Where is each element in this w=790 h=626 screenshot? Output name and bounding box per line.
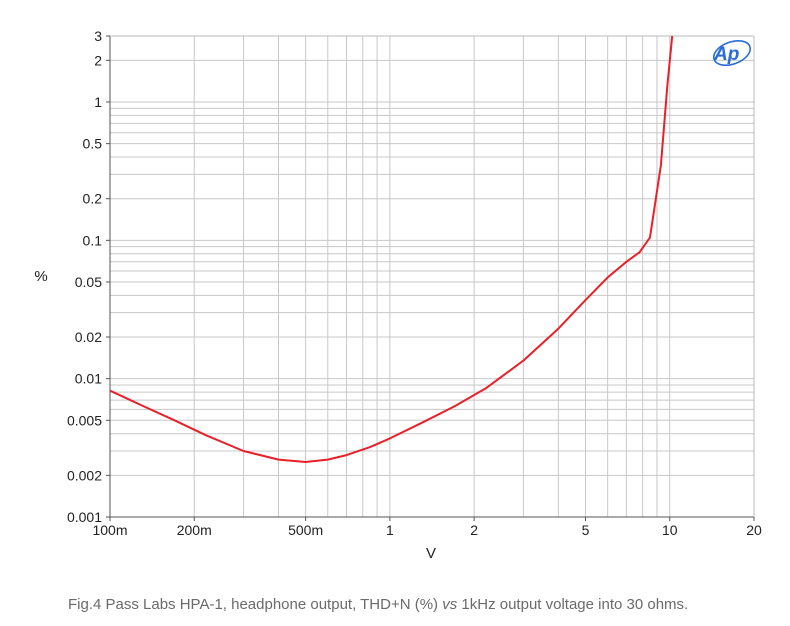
x-tick-label: 100m <box>92 522 127 538</box>
y-tick-label: 0.5 <box>83 136 103 152</box>
x-tick-label: 5 <box>582 522 590 538</box>
tick-labels: 0.001 0.002 0.005 0.01 0.02 0.05 0.1 0.2 0.5 1 2 3 1… <box>34 28 762 562</box>
y-tick-label: 0.001 <box>67 509 102 525</box>
y-tick-label: 2 <box>94 52 102 68</box>
y-tick-label: 0.005 <box>67 412 102 428</box>
x-tick-label: 10 <box>662 522 678 538</box>
y-axis-title: % <box>34 268 47 285</box>
x-tick-label: 500m <box>288 522 323 538</box>
chart-svg: 0.001 0.002 0.005 0.01 0.02 0.05 0.1 0.2 0.5 1 2 3 1… <box>34 28 762 562</box>
ap-logo: Ap <box>712 39 752 67</box>
y-tick-label: 1 <box>94 94 102 110</box>
y-tick-label: 0.1 <box>83 232 103 248</box>
x-axis-title: V <box>426 545 436 562</box>
caption-italic: vs <box>442 596 458 613</box>
x-tick-label: 2 <box>470 522 478 538</box>
x-tick-label: 200m <box>177 522 212 538</box>
grid <box>109 35 755 518</box>
series-layer <box>110 35 674 463</box>
y-tick-label: 0.02 <box>75 329 102 345</box>
y-tick-label: 0.2 <box>83 191 103 207</box>
y-tick-label: 0.002 <box>67 467 102 483</box>
x-tick-label: 20 <box>746 522 762 538</box>
y-tick-label: 3 <box>94 28 102 44</box>
caption-prefix: Fig.4 Pass Labs HPA-1, headphone output,… <box>68 596 443 613</box>
caption-suffix: 1kHz output voltage into 30 ohms. <box>457 596 689 613</box>
thd-curve <box>110 35 674 463</box>
ap-logo-text: Ap <box>713 44 739 65</box>
chart: 0.001 0.002 0.005 0.01 0.02 0.05 0.1 0.2 0.5 1 2 3 1… <box>34 28 762 562</box>
figure-caption: Fig.4 Pass Labs HPA-1, headphone output,… <box>68 596 768 613</box>
y-tick-label: 0.05 <box>75 274 102 290</box>
x-tick-label: 1 <box>386 522 394 538</box>
y-tick-label: 0.01 <box>75 371 102 387</box>
axes <box>106 35 755 521</box>
